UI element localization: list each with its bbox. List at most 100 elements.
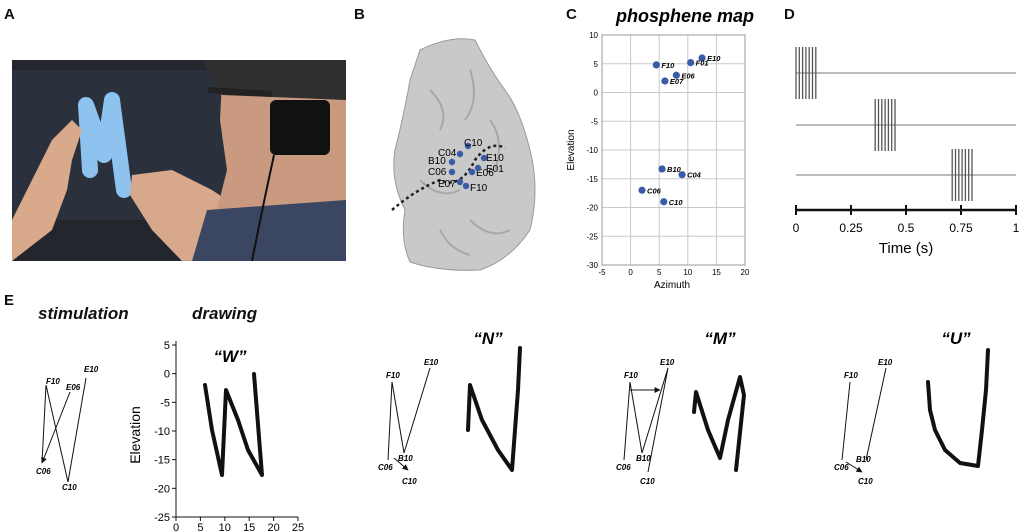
brain-electrode-label: C04 [438, 148, 457, 159]
drawing-xtick-label: 0 [173, 522, 179, 532]
phosphene-map-title: phosphene map [615, 6, 754, 26]
timeline-tick-label: 0.5 [898, 221, 915, 235]
letter-group-u: “U” F10 E10 C06 B10 C10 [834, 330, 990, 486]
drawing-m [692, 375, 746, 472]
stim-label-w-c10: C10 [62, 483, 77, 492]
panel-label-e: E [4, 292, 15, 309]
phosphene-ylabel: Elevation [566, 129, 577, 170]
phosphene-point-c04 [678, 171, 686, 179]
phosphene-point-e07 [661, 77, 669, 85]
phosphene-point-label: F01 [696, 59, 709, 68]
letter-name-w: “W” [213, 347, 247, 366]
stim-label-u-c06: C06 [834, 463, 849, 472]
stim-label-w-c06: C06 [36, 467, 51, 476]
phos-ytick: 0 [594, 89, 599, 98]
timeline-tick-label: 0.75 [949, 221, 973, 235]
stim-label-n-e10: E10 [424, 358, 439, 367]
phos-ytick: -5 [591, 117, 599, 126]
brain-electrode-c04 [456, 150, 464, 158]
phos-frame [601, 34, 746, 266]
phosphene-point-c06 [638, 186, 646, 194]
drawing-ytick-label: 5 [164, 340, 170, 352]
photo-illustration [12, 60, 346, 261]
stimulation-timeline: 0 0.25 0.5 0.75 1 Time (s) [793, 47, 1020, 257]
phos-xtick: 0 [628, 268, 633, 277]
phos-ytick: 5 [594, 60, 599, 69]
timeline-tick-label: 0 [793, 221, 800, 235]
stim-label-n-c10: C10 [402, 477, 417, 486]
stim-label-m-c06: C06 [616, 463, 631, 472]
panel-label-a: A [4, 6, 15, 23]
stim-label-n-b10: B10 [398, 454, 413, 463]
brain-electrode-c10 [464, 142, 472, 150]
phos-ytick: -30 [586, 261, 598, 270]
brain-electrode-e10 [480, 154, 488, 162]
brain-electrode-e06 [468, 168, 476, 176]
phos-xtick: -5 [598, 268, 606, 277]
drawing-ylabel: Elevation [128, 406, 143, 464]
stim-label-m-b10: B10 [636, 454, 651, 463]
phos-ytick: -25 [586, 232, 598, 241]
stim-label-m-f10: F10 [624, 371, 638, 380]
panel-label-d: D [784, 6, 795, 23]
drawing-xtick-label: 20 [267, 522, 279, 532]
phos-xtick: 5 [657, 268, 662, 277]
drawing-n [466, 346, 522, 472]
letter-name-n: “N” [473, 330, 503, 348]
brain-electrode-b10 [448, 158, 456, 166]
drawing-u [926, 348, 990, 468]
drawing-ytick-label: -10 [154, 426, 170, 438]
stim-label-m-c10: C10 [640, 477, 655, 486]
stim-label-n-c06: C06 [378, 463, 393, 472]
timeline-xlabel: Time (s) [879, 240, 933, 257]
panel-label-c: C [566, 6, 577, 23]
panel-label-b: B [354, 6, 365, 23]
stim-label-u-c10: C10 [858, 477, 873, 486]
phosphene-point-label: C04 [687, 171, 702, 180]
timeline-tick-label: 1 [1013, 221, 1020, 235]
letter-group-w: “W” F10 E06 E10 C06 C10 [36, 347, 264, 492]
brain-electrode-label: C10 [464, 138, 483, 149]
brain-electrode-c06 [448, 168, 456, 176]
phosphene-point-c10 [660, 198, 668, 206]
stim-label-w-f10: F10 [46, 377, 60, 386]
stim-label-u-b10: B10 [856, 455, 871, 464]
phosphene-point-label: F10 [661, 61, 675, 70]
brain-electrode-e01 [474, 164, 482, 172]
phosphene-point-label: C10 [669, 198, 684, 207]
drawing-xtick-label: 5 [197, 522, 203, 532]
stim-label-w-e06: E06 [66, 383, 81, 392]
phos-ytick: -20 [586, 204, 598, 213]
phos-xtick: 15 [712, 268, 721, 277]
brain-electrode-label: E06 [476, 168, 494, 179]
brain-electrode-label: E01 [486, 164, 504, 175]
drawing-xtick-label: 10 [219, 522, 231, 532]
brain-electrode-e07 [456, 178, 464, 186]
letter-group-m: “M” F10 E10 B10 C06 C10 [616, 330, 746, 486]
phosphene-point-label: B10 [667, 165, 682, 174]
drawing-axes-w: 0 5 10 15 20 25 5 0 -5 -10 -15 -20 -25 Elevation [128, 340, 304, 532]
letter-group-n: “N” F10 E10 B10 C06 C10 [378, 330, 522, 486]
phos-ytick: -15 [586, 175, 598, 184]
phosphene-point-e10 [698, 54, 706, 62]
phosphene-point-b10 [658, 165, 666, 173]
drawing-w [203, 372, 264, 477]
brain-electrode-f10 [462, 182, 470, 190]
stim-label-u-e10: E10 [878, 358, 893, 367]
letter-name-m: “M” [704, 330, 736, 348]
drawing-heading: drawing [192, 304, 258, 323]
stim-label-w-e10: E10 [84, 365, 99, 374]
stimulation-heading: stimulation [38, 304, 129, 323]
phosphene-point-label: E06 [681, 71, 695, 80]
phosphene-point-e06 [672, 71, 680, 79]
phos-ytick: 10 [589, 31, 598, 40]
phosphene-point-label: E07 [670, 77, 684, 86]
drawing-xtick-label: 15 [243, 522, 255, 532]
brain-electrode-label: F10 [470, 183, 488, 194]
phosphene-xlabel: Azimuth [654, 280, 690, 291]
drawing-ytick-label: -25 [154, 512, 170, 524]
brain-electrode-label: C06 [428, 167, 447, 178]
brain-electrode-label: E10 [486, 153, 504, 164]
